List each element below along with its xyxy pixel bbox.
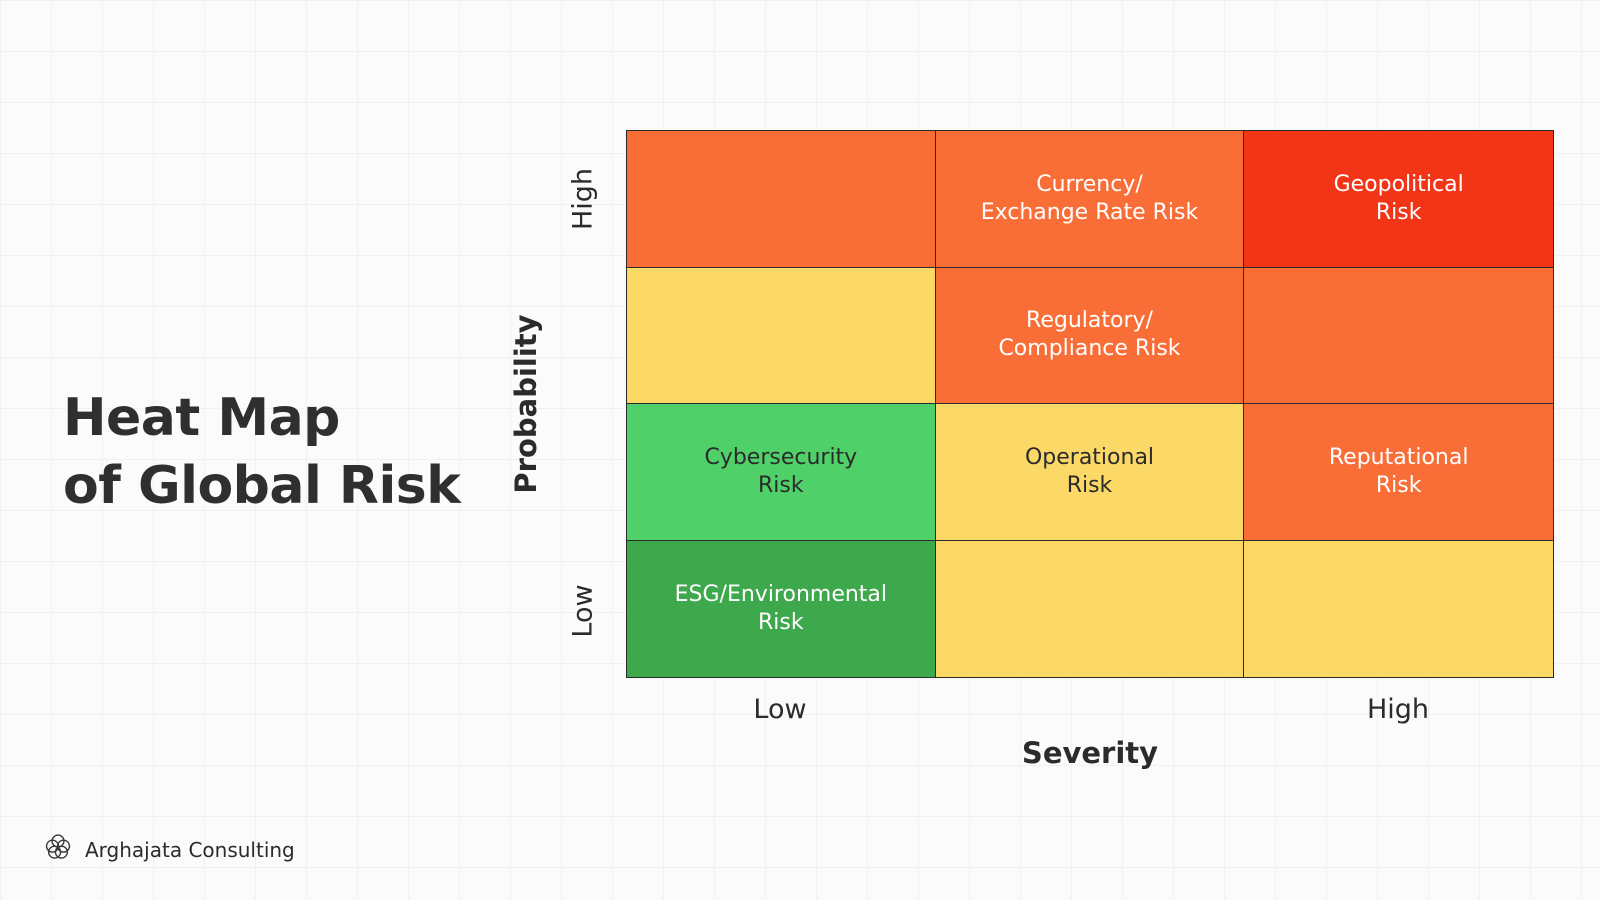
x-axis-title: Severity [1021, 736, 1159, 770]
heatmap-cell-r1-c0 [627, 267, 936, 404]
heatmap-cell-r0-c1: Currency/ Exchange Rate Risk [935, 131, 1245, 268]
heatmap-cell-r2-c2: Reputational Risk [1244, 404, 1553, 541]
heatmap-cell-r0-c0 [627, 131, 936, 268]
y-tick-label-high: High [567, 167, 599, 231]
heatmap-cell-r3-c2 [1244, 540, 1553, 677]
heatmap-cell-r1-c2 [1244, 267, 1553, 404]
heatmap-cell-r2-c0: Cybersecurity Risk [627, 404, 936, 541]
title-line-1: Heat Map [63, 388, 340, 448]
y-axis-title: Probability [509, 314, 543, 494]
x-tick-label-high: High [1366, 694, 1430, 725]
heatmap-cell-r2-c1: Operational Risk [935, 404, 1245, 541]
heatmap-cell-r3-c1 [935, 540, 1245, 677]
brand: Arghajata Consulting [41, 830, 295, 869]
brand-name: Arghajata Consulting [85, 837, 295, 862]
heatmap-cell-r3-c0: ESG/Environmental Risk [627, 540, 936, 677]
title-line-2: of Global Risk [63, 456, 461, 516]
heatmap-cell-r1-c1: Regulatory/ Compliance Risk [935, 267, 1245, 404]
y-tick-label-low: Low [567, 584, 599, 638]
x-tick-label-low: Low [753, 694, 807, 725]
flower-logo-icon [41, 830, 75, 869]
heatmap-grid: Currency/ Exchange Rate Risk Geopolitical… [626, 130, 1554, 678]
heatmap-cell-r0-c2: Geopolitical Risk [1244, 131, 1553, 268]
page-title: Heat Map of Global Risk [63, 384, 461, 520]
